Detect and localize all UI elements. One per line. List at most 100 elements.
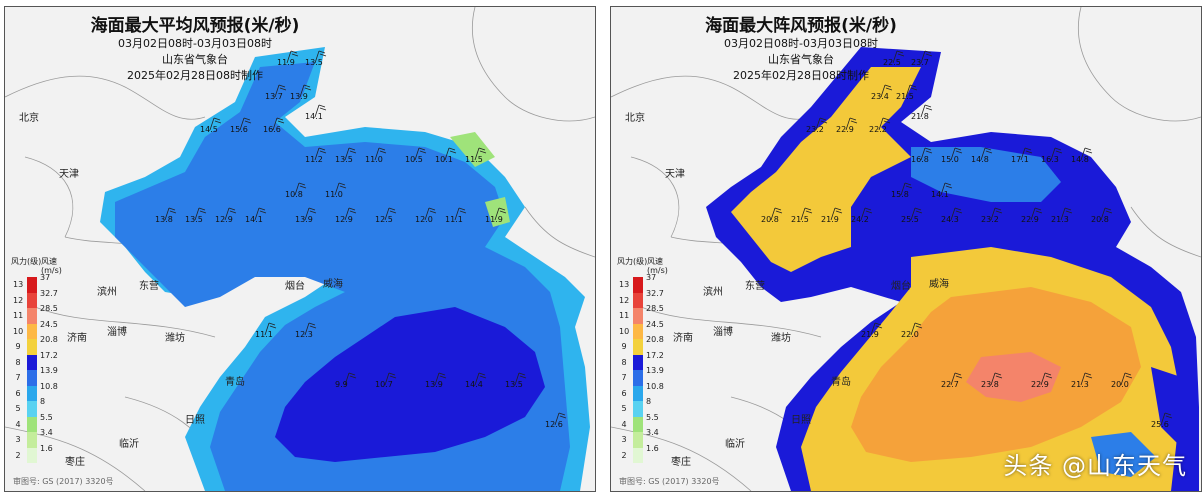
legend-swatch — [633, 323, 643, 339]
legend-swatch — [27, 416, 37, 432]
svg-text:12.9: 12.9 — [335, 215, 353, 224]
svg-text:11.2: 11.2 — [305, 155, 323, 164]
svg-text:10.7: 10.7 — [375, 380, 393, 389]
svg-text:11.9: 11.9 — [277, 58, 295, 67]
wind-value-label: 24.3 — [941, 207, 963, 224]
legend-swatch — [633, 416, 643, 432]
wind-value-label: 12.9 — [335, 207, 357, 224]
legend-level: 10 — [619, 326, 630, 336]
svg-text:11.0: 11.0 — [325, 190, 343, 199]
legend-speed: 28.5 — [646, 304, 664, 313]
time-range: 03月02日08时-03月03日08时 — [118, 37, 272, 50]
time-range: 03月02日08时-03月03日08时 — [724, 37, 878, 50]
wind-value-label: 11.9 — [277, 50, 299, 67]
svg-text:20.0: 20.0 — [1111, 380, 1129, 389]
legend-level: 9 — [15, 342, 21, 351]
svg-text:13.9: 13.9 — [295, 215, 313, 224]
wind-value-label: 21.5 — [896, 84, 918, 101]
legend-speed: 13.9 — [40, 366, 58, 375]
svg-text:22.0: 22.0 — [901, 330, 919, 339]
legend-speed-header: 风速(m/s) — [647, 257, 668, 275]
svg-text:14.1: 14.1 — [931, 190, 949, 199]
legend-row: 11 28.5 — [617, 304, 665, 324]
city-label: 淄博 — [107, 327, 127, 338]
svg-text:13.8: 13.8 — [155, 215, 173, 224]
legend-speed: 5.5 — [646, 412, 659, 422]
svg-text:21.9: 21.9 — [821, 215, 839, 224]
wind-value-label: 10.8 — [285, 182, 307, 199]
wind-value-label: 22.0 — [901, 322, 923, 339]
wind-value-label: 11.2 — [305, 147, 327, 164]
legend-speed: 24.5 — [646, 319, 664, 329]
svg-text:23.2: 23.2 — [806, 125, 824, 134]
svg-text:12.6: 12.6 — [545, 420, 563, 429]
legend-row: 4 5.5 — [11, 413, 59, 432]
legend-speed: 5.5 — [40, 412, 53, 422]
svg-text:21.3: 21.3 — [1071, 380, 1089, 389]
svg-text:13.5: 13.5 — [335, 155, 353, 164]
svg-text:21.5: 21.5 — [896, 92, 914, 101]
legend-row: 7 13.9 — [617, 366, 665, 386]
svg-text:21.8: 21.8 — [911, 112, 929, 121]
legend-level: 2 — [15, 450, 21, 460]
city-label: 东营 — [745, 281, 765, 292]
wind-value-label: 23.2 — [981, 207, 1003, 224]
legend-swatch — [27, 323, 37, 339]
wind-value-label: 12.0 — [415, 207, 437, 224]
svg-text:23.2: 23.2 — [981, 215, 999, 224]
city-label: 枣庄 — [671, 457, 691, 468]
svg-text:25.6: 25.6 — [1151, 420, 1169, 429]
svg-text:14.8: 14.8 — [971, 155, 989, 164]
svg-text:23.7: 23.7 — [911, 58, 929, 67]
wind-value-label: 10.1 — [435, 147, 457, 164]
wind-value-label: 13.9 — [425, 372, 447, 389]
wind-value-label: 16.6 — [263, 117, 285, 134]
wind-value-label: 13.5 — [305, 50, 327, 67]
svg-text:10.8: 10.8 — [285, 190, 303, 199]
legend-speed: 32.7 — [646, 288, 664, 298]
wind-value-label: 22.7 — [941, 372, 963, 389]
city-label: 日照 — [791, 415, 811, 426]
legend-speed: 1.6 — [40, 443, 53, 453]
wind-value-label: 12.5 — [375, 207, 397, 224]
svg-text:14.1: 14.1 — [245, 215, 263, 224]
legend-swatch — [27, 277, 37, 293]
legend-level: 4 — [621, 419, 627, 429]
wind-value-label: 20.0 — [1111, 372, 1133, 389]
legend-row: 3 3.4 — [617, 428, 665, 448]
svg-text:11.1: 11.1 — [255, 330, 273, 339]
wind-value-label: 21.3 — [1051, 207, 1073, 224]
wind-value-label: 10.5 — [405, 147, 427, 164]
svg-text:13.9: 13.9 — [290, 92, 308, 101]
svg-text:22.5: 22.5 — [883, 58, 901, 67]
city-label: 临沂 — [725, 439, 745, 450]
wind-value-label: 24.2 — [851, 207, 873, 224]
wind-value-label: 22.2 — [869, 117, 891, 134]
wind-value-label: 25.5 — [901, 207, 923, 224]
legend-row: 8 17.2 — [11, 351, 59, 370]
legend-level: 7 — [621, 373, 627, 382]
wind-value-label: 21.3 — [1071, 372, 1093, 389]
wind-value-label: 11.9 — [485, 207, 507, 224]
svg-text:14.4: 14.4 — [465, 380, 483, 389]
svg-text:17.1: 17.1 — [1011, 155, 1029, 164]
approval-number: 审图号: GS (2017) 3320号 — [619, 477, 720, 486]
wind-value-label: 13.5 — [505, 372, 527, 389]
svg-text:21.5: 21.5 — [791, 215, 809, 224]
svg-text:15.6: 15.6 — [230, 125, 248, 134]
map-title: 海面最大阵风预报(米/秒) — [705, 16, 897, 36]
wind-value-label: 12.6 — [545, 412, 567, 429]
legend-row: 10 24.5 — [11, 320, 59, 339]
legend-swatch — [27, 447, 37, 463]
city-label: 北京 — [19, 113, 39, 124]
wind-value-label: 14.8 — [1071, 147, 1093, 164]
city-label: 烟台 — [891, 281, 911, 292]
legend-speed: 37 — [646, 273, 657, 282]
wind-value-label: 22.9 — [1031, 372, 1053, 389]
legend-speed: 24.5 — [40, 319, 58, 329]
wind-value-label: 13.5 — [185, 207, 207, 224]
wind-value-label: 16.8 — [911, 147, 933, 164]
svg-text:12.0: 12.0 — [415, 215, 433, 224]
legend-swatch — [633, 277, 643, 293]
